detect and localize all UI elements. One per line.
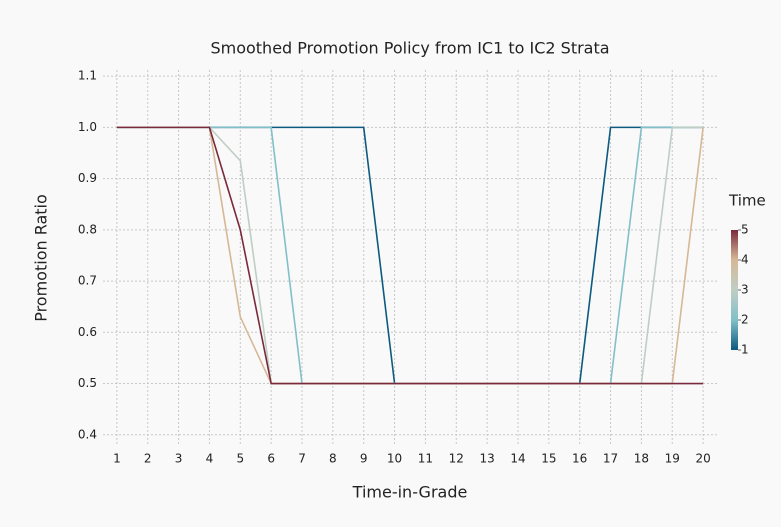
series-line [116,126,704,385]
x-tick-label: 11 [418,452,433,466]
x-tick-label: 12 [449,452,464,466]
x-axis-label: Time-in-Grade [352,483,468,502]
colorbar-tick-label: 1 [741,343,749,357]
colorbar-tick-label: 3 [741,283,749,297]
y-tick-label: 0.4 [78,427,97,441]
y-tick-label: 0.8 [78,222,97,236]
x-tick-label: 13 [479,452,494,466]
colorbar-tick-label: 5 [741,223,749,237]
x-tick-label: 20 [695,452,710,466]
x-tick-label: 4 [206,452,214,466]
x-tick-label: 3 [175,452,183,466]
x-tick-label: 17 [603,452,618,466]
x-tick-label: 15 [541,452,556,466]
colorbar-title: Time [728,192,766,210]
x-tick-label: 19 [665,452,680,466]
x-tick-label: 6 [267,452,275,466]
colorbar-tick-label: 2 [741,313,749,327]
x-tick-label: 14 [510,452,525,466]
y-tick-label: 0.5 [78,376,97,390]
x-tick-label: 7 [298,452,306,466]
y-tick-label: 1.0 [78,120,97,134]
y-tick-label: 1.1 [78,69,97,83]
x-tick-label: 8 [329,452,337,466]
y-tick-label: 0.9 [78,171,97,185]
x-tick-label: 5 [236,452,244,466]
y-tick-label: 0.6 [78,325,97,339]
x-tick-label: 2 [144,452,152,466]
y-axis-label: Promotion Ratio [32,194,51,322]
colorbar-tick-label: 4 [741,253,749,267]
x-tick-label: 18 [634,452,649,466]
series-line [116,126,704,385]
colorbar [731,230,738,350]
x-tick-label: 10 [387,452,402,466]
x-tick-label: 9 [360,452,368,466]
x-tick-label: 1 [113,452,121,466]
x-tick-label: 16 [572,452,587,466]
chart-title: Smoothed Promotion Policy from IC1 to IC… [210,39,609,58]
y-tick-label: 0.7 [78,274,97,288]
